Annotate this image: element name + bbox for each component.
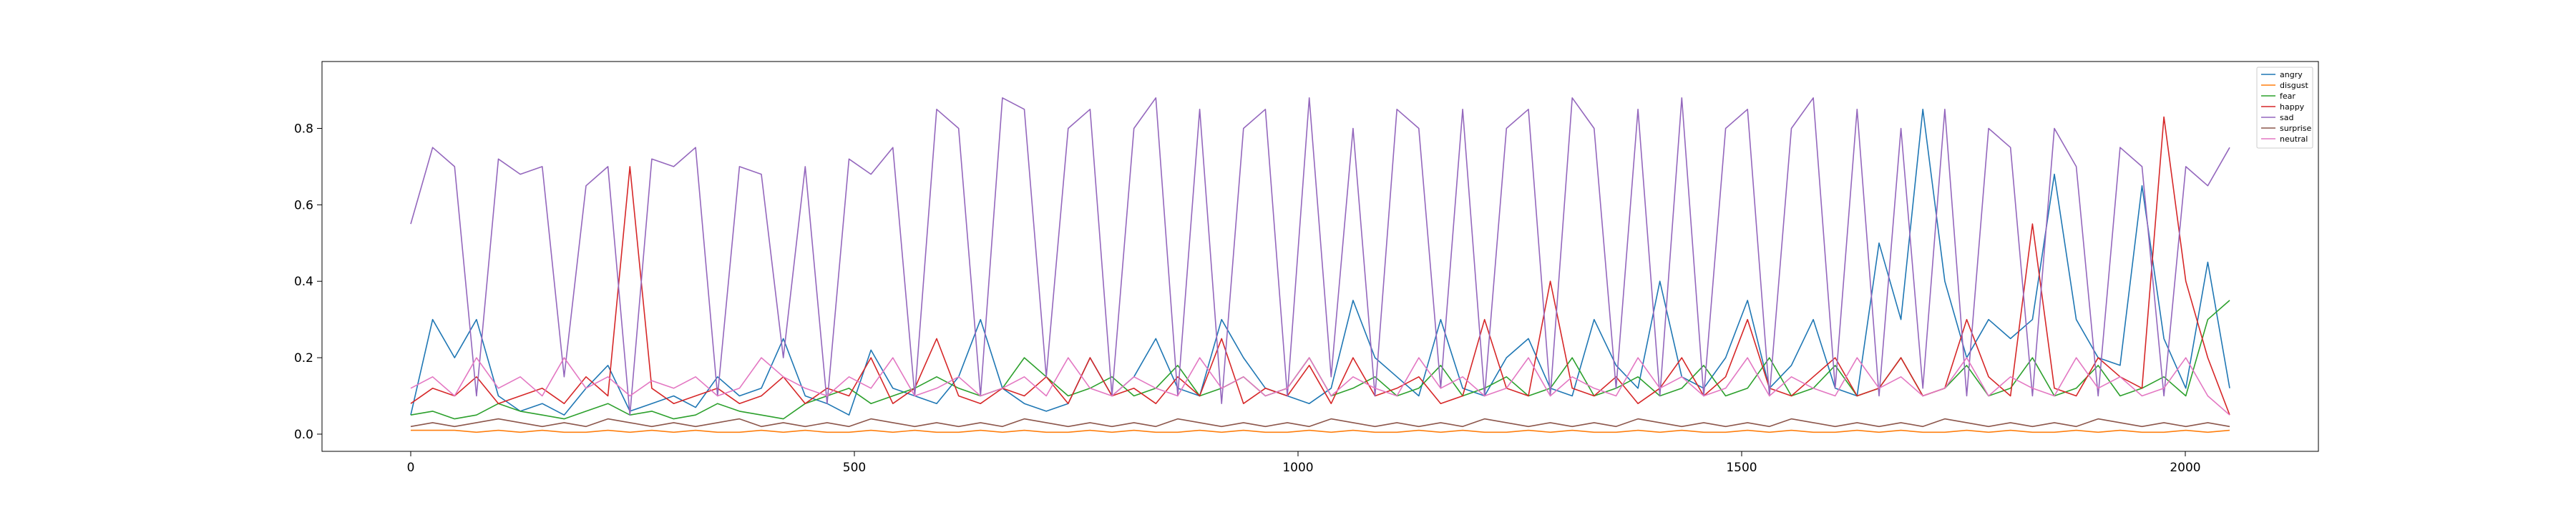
y-axis: 0.0 0.2 0.4 0.6 0.8 [294, 122, 322, 442]
y-tick-label: 0.0 [294, 428, 313, 442]
y-tick-label: 0.2 [294, 351, 313, 366]
y-tick-label: 0.8 [294, 122, 313, 137]
legend-label-surprise: surprise [2280, 124, 2312, 133]
series-line-surprise [410, 418, 2230, 428]
series-line-sad [410, 97, 2230, 416]
legend-label-fear: fear [2280, 92, 2296, 101]
legend-label-happy: happy [2280, 102, 2305, 112]
y-tick-label: 0.4 [294, 275, 313, 289]
series-line-neutral [410, 357, 2230, 416]
x-tick-label: 500 [843, 461, 866, 475]
legend-label-disgust: disgust [2280, 81, 2308, 90]
x-axis: 0 500 1000 1500 2000 [407, 451, 2201, 475]
x-tick-label: 1000 [1282, 461, 1313, 475]
plot-frame [321, 61, 2319, 452]
series-line-angry [410, 109, 2230, 416]
legend-label-angry: angry [2280, 70, 2303, 79]
legend-label-sad: sad [2280, 113, 2293, 122]
y-tick-label: 0.6 [294, 198, 313, 212]
x-tick-label: 0 [407, 461, 415, 475]
plot-lines [410, 97, 2230, 433]
series-line-disgust [411, 429, 2230, 433]
legend-label-neutral: neutral [2280, 134, 2308, 144]
x-tick-label: 2000 [2170, 461, 2200, 475]
x-tick-label: 1500 [1726, 461, 1757, 475]
